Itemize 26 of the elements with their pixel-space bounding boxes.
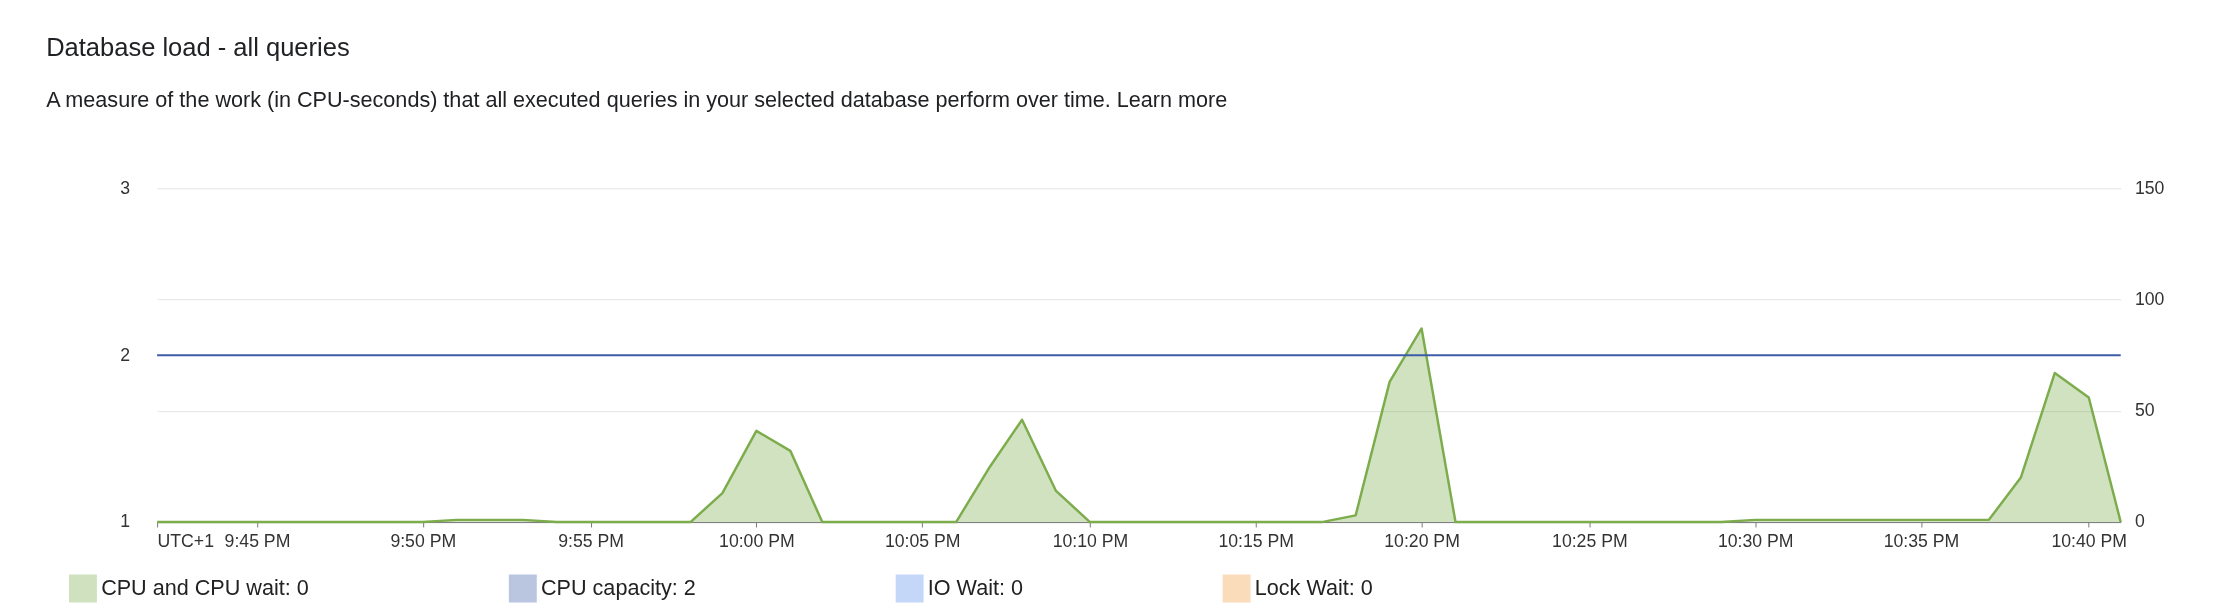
- x-tick-label: 10:00 PM: [719, 531, 795, 552]
- x-tick-label: 9:50 PM: [390, 531, 457, 552]
- x-tick-label: 10:25 PM: [1552, 531, 1628, 552]
- y2-tick-label: 100: [2134, 288, 2165, 309]
- legend-label: CPU and CPU wait: 0: [101, 575, 309, 601]
- chart-subtitle: A measure of the work (in CPU-seconds) that all executed queries in your selected database perform over time. Learn more: [46, 86, 1228, 112]
- y-tick-label: 1: [120, 511, 131, 532]
- x-tick-label: 10:20 PM: [1384, 531, 1460, 552]
- chart-title: Database load - all queries: [46, 32, 350, 61]
- y-tick-label: 2: [120, 344, 131, 365]
- x-tick-label: 10:05 PM: [884, 531, 961, 552]
- x-tick-label: 10:10 PM: [1052, 531, 1129, 552]
- x-tick-label: 9:55 PM: [558, 531, 624, 552]
- y2-tick-label: 50: [2134, 400, 2155, 421]
- y2-tick-label: 0: [2134, 511, 2145, 532]
- x-tick-label: 10:35 PM: [1883, 531, 1960, 552]
- y-tick-label: 3: [120, 177, 131, 198]
- x-tick-label: 10:15 PM: [1218, 531, 1295, 552]
- x-tick-label: 9:45 PM: [224, 531, 291, 552]
- legend-label: CPU capacity: 2: [540, 575, 696, 601]
- x-tick-label: 10:40 PM: [2051, 531, 2128, 552]
- x-tick-label: 10:30 PM: [1717, 531, 1794, 552]
- y2-tick-label: 150: [2134, 177, 2165, 198]
- legend-label: Lock Wait: 0: [1254, 575, 1373, 601]
- legend-label: IO Wait: 0: [927, 575, 1024, 601]
- x-tick-label: UTC+1: [157, 531, 214, 552]
